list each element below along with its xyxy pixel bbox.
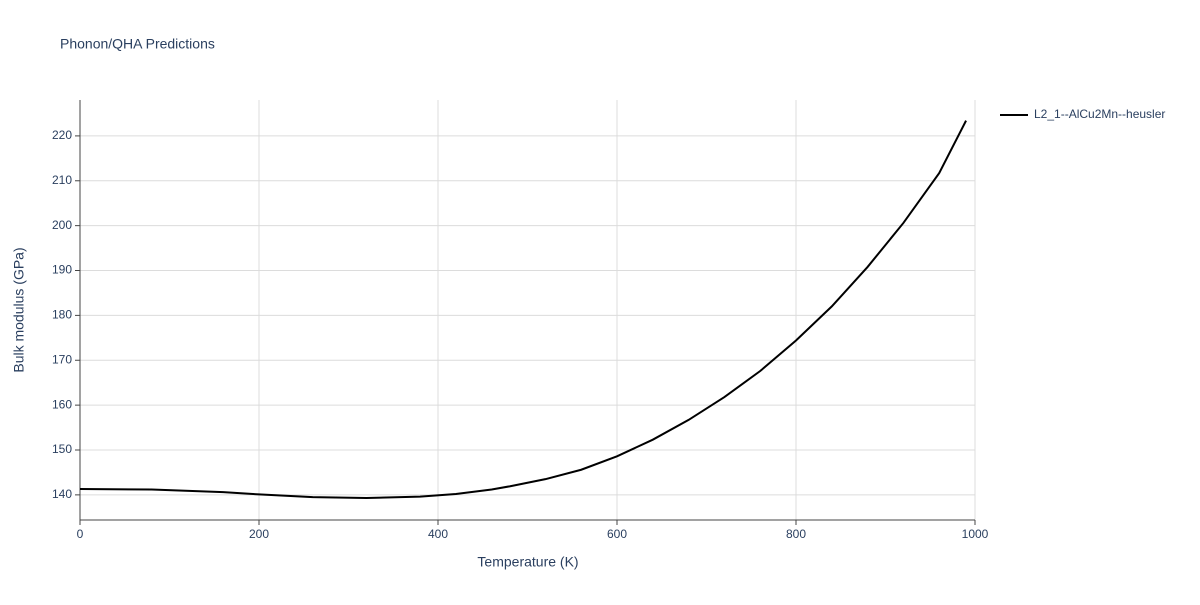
y-tick-label: 190 (52, 263, 72, 277)
x-tick-label: 200 (249, 527, 269, 541)
y-tick-label: 150 (52, 442, 72, 456)
x-tick-label: 800 (786, 527, 806, 541)
x-tick-label: 600 (607, 527, 627, 541)
x-tick-label: 400 (428, 527, 448, 541)
legend-label: L2_1--AlCu2Mn--heusler (1034, 107, 1165, 121)
line (79, 120, 967, 500)
x-tick-label: 1000 (962, 527, 989, 541)
chart-title: Phonon/QHA Predictions (60, 36, 215, 52)
y-tick-label: 170 (52, 352, 72, 366)
x-axis-label: Temperature (K) (477, 554, 578, 570)
y-tick-label: 200 (52, 218, 72, 232)
y-axis-label: Bulk modulus (GPa) (11, 247, 27, 372)
y-tick-label: 220 (52, 128, 72, 142)
x-tick-label: 0 (77, 527, 84, 541)
y-tick-label: 180 (52, 308, 72, 322)
y-tick-label: 160 (52, 397, 72, 411)
y-tick-label: 210 (52, 173, 72, 187)
y-tick-label: 140 (52, 487, 72, 501)
